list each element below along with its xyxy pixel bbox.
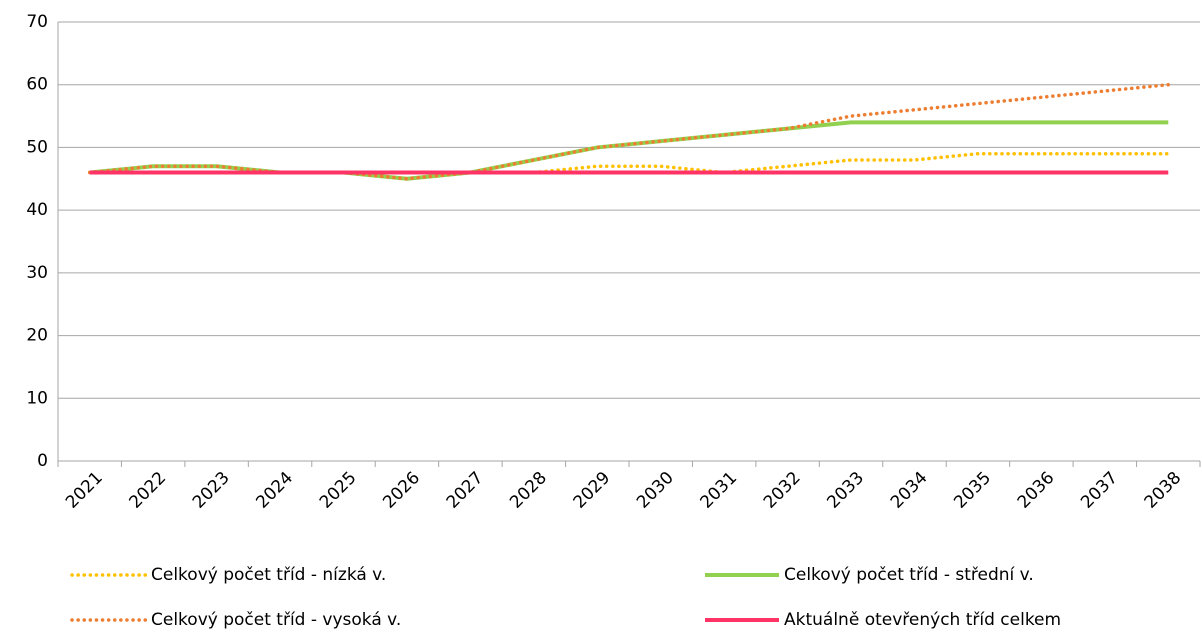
series-line bbox=[89, 120, 1169, 181]
y-tick-label: 50 bbox=[26, 137, 48, 157]
series-line bbox=[87, 151, 1171, 181]
x-tick-label: 2035 bbox=[950, 468, 995, 513]
x-tick-label: 2037 bbox=[1077, 468, 1122, 513]
x-tick-label: 2032 bbox=[760, 468, 805, 513]
x-tick-label: 2029 bbox=[570, 468, 615, 513]
y-tick-label: 70 bbox=[26, 12, 48, 32]
x-tick-label: 2025 bbox=[316, 468, 361, 513]
series-line bbox=[87, 82, 1171, 181]
x-tick-label: 2023 bbox=[189, 468, 234, 513]
y-tick-label: 10 bbox=[26, 388, 48, 408]
y-tick-label: 0 bbox=[37, 451, 48, 471]
x-tick-label: 2028 bbox=[506, 468, 551, 513]
y-tick-label: 40 bbox=[26, 200, 48, 220]
y-tick-label: 60 bbox=[26, 75, 48, 95]
x-tick-label: 2027 bbox=[443, 468, 488, 513]
x-tick-label: 2021 bbox=[62, 468, 107, 513]
y-tick-label: 20 bbox=[26, 326, 48, 346]
x-tick-label: 2036 bbox=[1014, 468, 1059, 513]
legend-label: Celkový počet tříd - střední v. bbox=[784, 565, 1034, 585]
y-tick-label: 30 bbox=[26, 263, 48, 283]
x-tick-label: 2030 bbox=[633, 468, 678, 513]
x-tick-label: 2024 bbox=[252, 468, 297, 513]
x-tick-label: 2026 bbox=[379, 468, 424, 513]
x-tick-label: 2033 bbox=[823, 468, 868, 513]
x-tick-label: 2034 bbox=[887, 468, 932, 513]
x-tick-label: 2031 bbox=[697, 468, 742, 513]
legend-label: Celkový počet tříd - vysoká v. bbox=[151, 610, 401, 630]
legend-label: Aktuálně otevřených tříd celkem bbox=[784, 610, 1061, 630]
x-tick-label: 2022 bbox=[126, 468, 171, 513]
legend-label: Celkový počet tříd - nízká v. bbox=[151, 565, 386, 585]
x-tick-label: 2038 bbox=[1141, 468, 1186, 513]
